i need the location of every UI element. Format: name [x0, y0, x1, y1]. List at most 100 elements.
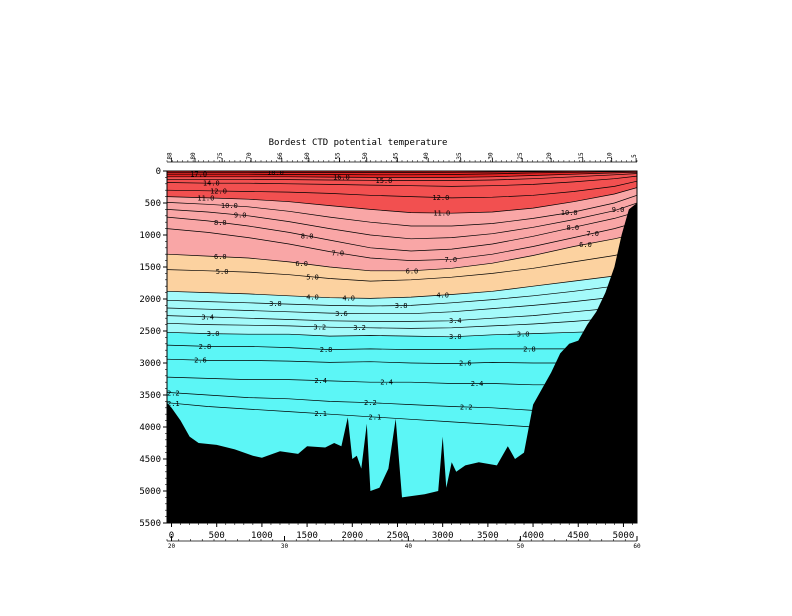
contour-label: 8.0 — [566, 224, 579, 232]
latitude-tick-label: 50 — [517, 543, 525, 550]
contour-label: 3.0 — [207, 330, 220, 338]
y-tick-label: 3500 — [139, 391, 161, 401]
contour-line-12 — [167, 180, 637, 199]
contour-label: 9.0 — [234, 212, 247, 220]
contour-label: 3.8 — [269, 300, 282, 308]
contour-line-7 — [167, 221, 637, 261]
contour-label: 2.8 — [320, 346, 333, 354]
contour-line-3-8 — [167, 280, 637, 307]
contour-label: 3.4 — [201, 313, 214, 321]
contour-label: 2.6 — [194, 357, 207, 365]
bottom-topography — [167, 171, 637, 523]
station-label: 10 — [607, 152, 614, 160]
contour-label: 8.0 — [301, 232, 314, 240]
chart-title: Bordest CTD potential temperature — [269, 138, 448, 148]
contour-line-11 — [167, 187, 637, 214]
contour-label: 12.0 — [210, 188, 227, 196]
contour-label: 11.0 — [433, 210, 450, 218]
station-label: 30 — [487, 152, 494, 160]
x-tick-label: 1000 — [251, 531, 273, 541]
x-tick-label: 3500 — [477, 531, 499, 541]
contour-label: 10.0 — [221, 202, 238, 210]
contour-line-4 — [167, 270, 637, 299]
contour-line-16 — [167, 171, 637, 178]
y-tick-label: 2000 — [139, 295, 161, 305]
contour-label: 7.0 — [444, 256, 457, 264]
contour-label: 17.0 — [190, 171, 207, 179]
contour-label: 3.6 — [335, 310, 348, 318]
plot-area: 2.1 2.1 2.1 2.2 2.2 2.2 2.4 2.4 2.4 2.6 2.6 2.8 2.8 2… — [167, 169, 637, 523]
x-tick-label: 4500 — [567, 531, 589, 541]
contour-label: 15.0 — [375, 177, 392, 185]
contour-label: 14.0 — [203, 180, 220, 188]
station-label: 60 — [304, 152, 311, 160]
latitude-tick-label: 40 — [405, 543, 413, 550]
contour-line-9 — [167, 202, 637, 240]
contour-label: 3.0 — [517, 330, 530, 338]
contour-label: 18.0 — [267, 169, 284, 177]
contour-label: 12.0 — [432, 194, 449, 202]
contour-label: 2.6 — [459, 360, 472, 368]
contour-label: 2.4 — [471, 380, 484, 388]
contour-line-5 — [167, 250, 637, 282]
contour-line-8 — [167, 211, 637, 252]
contour-line-15 — [167, 173, 637, 181]
contour-label: 5.0 — [306, 273, 319, 281]
contour-label: 3.0 — [449, 333, 462, 341]
x-tick-label: 2000 — [341, 531, 363, 541]
station-label: 55 — [335, 152, 342, 160]
y-tick-label: 1000 — [139, 231, 161, 241]
contour-label: 11.0 — [197, 194, 214, 202]
station-label: 25 — [517, 152, 524, 160]
station-label: 35 — [456, 152, 463, 160]
x-tick-label: 1500 — [296, 531, 318, 541]
y-tick-label: 0 — [156, 167, 161, 177]
contour-label: 2.4 — [314, 377, 327, 385]
contour-label: 2.8 — [523, 345, 536, 353]
station-label: 45 — [392, 152, 399, 160]
x-tick-label: 3000 — [432, 531, 454, 541]
station-label: 80 — [190, 152, 197, 160]
y-tick-label: 4000 — [139, 423, 161, 433]
contour-label: 7.0 — [586, 230, 599, 238]
y-tick-label: 500 — [145, 199, 161, 209]
contour-label: 6.0 — [214, 253, 227, 261]
contour-label: 3.2 — [313, 323, 326, 331]
y-tick-label: 1500 — [139, 263, 161, 273]
contour-label: 8.0 — [214, 219, 227, 227]
latitude-tick-label: 30 — [281, 543, 289, 550]
contour-label: 9.0 — [612, 206, 625, 214]
contour-label: 2.1 — [167, 400, 180, 408]
temperature-band-11 — [167, 171, 637, 214]
contour-line-3 — [167, 328, 637, 338]
station-label: 70 — [246, 152, 253, 160]
station-label: 5 — [631, 154, 638, 158]
contour-line-17 — [167, 171, 637, 176]
contour-label: 2.1 — [314, 410, 327, 418]
plot-content: 2.1 2.1 2.1 2.2 2.2 2.2 2.4 2.4 2.4 2.6 2.6 2.8 2.8 2… — [167, 169, 637, 523]
station-label: 88 — [167, 152, 174, 160]
contour-line-3-6 — [167, 292, 637, 315]
contour-label: 4.0 — [306, 293, 319, 301]
contour-label: 4.0 — [436, 292, 449, 300]
contour-label: 6.0 — [295, 260, 308, 268]
contour-label: 2.8 — [199, 343, 212, 351]
x-tick-label: 500 — [209, 531, 225, 541]
contour-label: 3.4 — [449, 317, 462, 325]
contour-label: 5.0 — [216, 268, 229, 276]
contour-label: 2.2 — [167, 389, 180, 397]
contour-label: 7.0 — [331, 249, 344, 257]
contour-label: 3.2 — [353, 324, 366, 332]
contour-label: 2.4 — [380, 379, 393, 387]
contour-label: 2.1 — [369, 414, 382, 422]
contour-label: 6.0 — [406, 267, 419, 275]
contour-label: 2.2 — [460, 403, 473, 411]
plot-frame — [166, 170, 638, 524]
y-tick-label: 5500 — [139, 519, 161, 529]
contour-line-10 — [167, 194, 637, 227]
contour-line-3-2 — [167, 314, 637, 329]
contour-line-6 — [167, 233, 637, 272]
axes: 0 500 1000 1500 2000 2500 3000 3500 4000 4500 5000… — [139, 152, 641, 550]
station-label: 15 — [578, 152, 585, 160]
